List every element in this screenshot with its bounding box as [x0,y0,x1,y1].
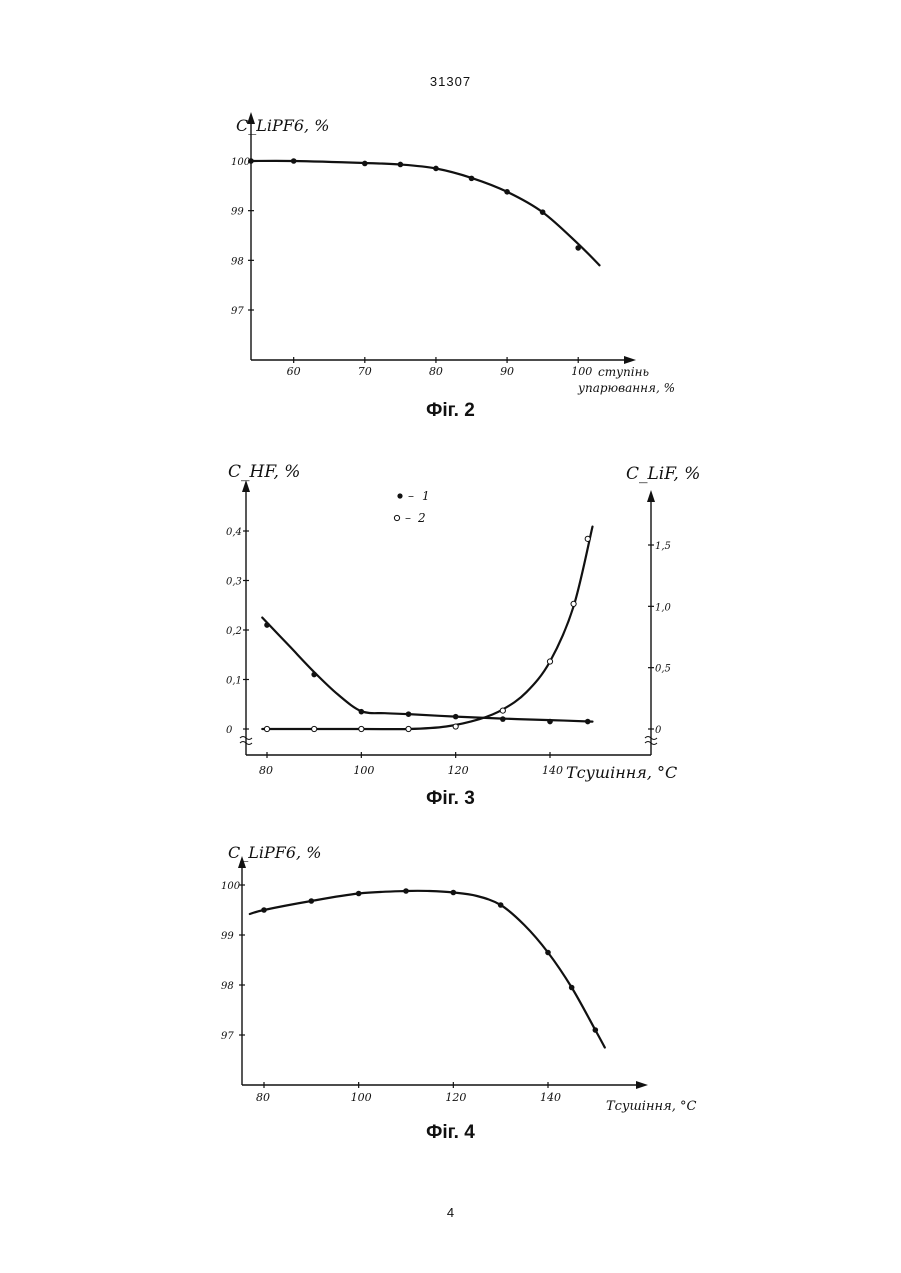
fig4-y-tick-label: 99 [221,931,234,942]
fig4-ticks: 80 100 120 140 97 98 99 100 [221,881,561,1104]
fig4-x-tick-label: 120 [445,1091,466,1104]
fig4-x-arrow [636,1081,648,1089]
fig4-data-point [498,902,504,908]
fig4-data-point [593,1027,599,1033]
fig4-data-point [261,907,267,913]
fig4-x-label: Tсушіння, °C [606,1099,696,1114]
fig4-data-point [309,898,315,904]
fig4-data-point [545,950,551,956]
fig4-caption: Фіг. 4 [0,1122,901,1144]
fig4-x-tick-label: 80 [256,1091,270,1104]
fig4-y-tick-label: 100 [221,881,241,892]
page-number-footer: 4 [0,1205,901,1220]
fig4-points [261,888,598,1033]
fig4-data-point [356,891,362,897]
fig4-x-tick-label: 140 [540,1091,561,1104]
fig4-x-tick-label: 100 [351,1091,372,1104]
fig4-data-point [403,888,409,894]
fig4-y-tick-label: 97 [221,1031,234,1042]
fig4-y-label: C_LiPF6, % [228,843,321,862]
fig4-curve [250,891,605,1048]
fig4-y-tick-label: 98 [221,981,234,992]
fig4-data-point [569,985,575,991]
fig4-data-point [451,890,457,896]
